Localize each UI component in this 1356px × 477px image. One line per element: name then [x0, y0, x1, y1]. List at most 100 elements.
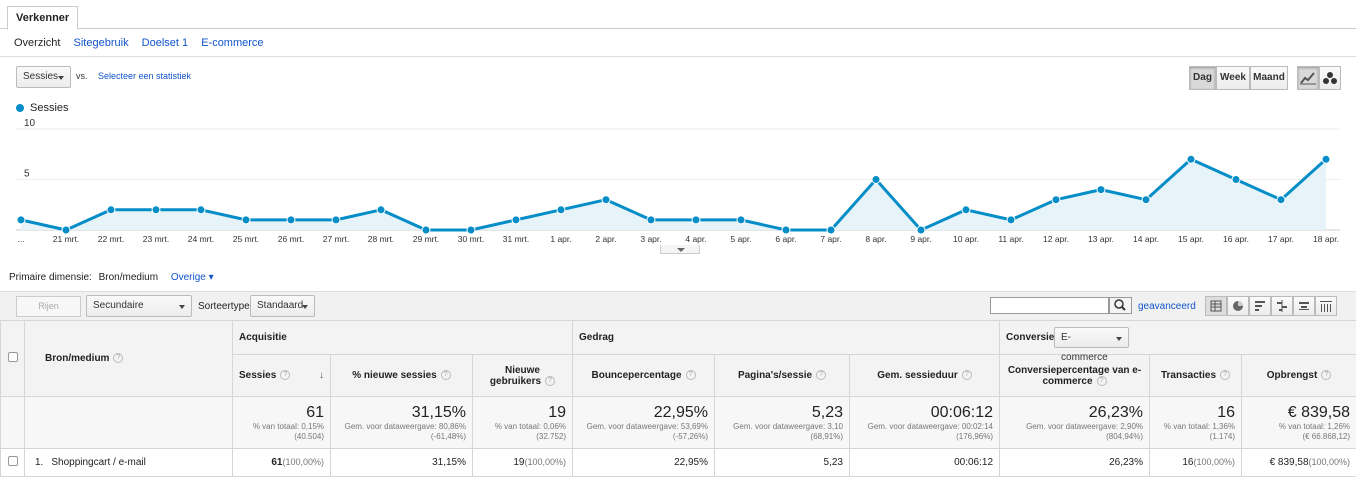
- motion-chart-icon[interactable]: [1319, 66, 1341, 90]
- x-tick-label: 9 apr.: [910, 234, 931, 244]
- help-icon[interactable]: ?: [816, 370, 826, 380]
- col-new-sessions[interactable]: % nieuwe sessies?: [331, 355, 473, 397]
- help-icon[interactable]: ?: [1097, 376, 1107, 386]
- help-icon[interactable]: ?: [441, 370, 451, 380]
- subtab-ecommerce[interactable]: E-commerce: [201, 37, 263, 49]
- data-point: [1187, 155, 1195, 163]
- col-transactions[interactable]: Transacties?: [1150, 355, 1242, 397]
- pivot-view-icon[interactable]: [1315, 296, 1337, 316]
- show-rows-button[interactable]: Rijen weergeven: [16, 296, 81, 317]
- row-value: 19: [513, 457, 524, 468]
- col-avg-duration[interactable]: Gem. sessieduur?: [850, 355, 1000, 397]
- x-tick-label: ...: [17, 234, 24, 244]
- term-cloud-view-icon[interactable]: [1293, 296, 1315, 316]
- period-day-button[interactable]: Dag: [1189, 66, 1216, 90]
- y-tick-label: 10: [24, 118, 36, 129]
- col-sessions[interactable]: Sessies?↓: [233, 355, 331, 397]
- total-base: (804,94%): [1006, 432, 1143, 442]
- help-icon[interactable]: ?: [1220, 370, 1230, 380]
- legend-dot: [16, 104, 24, 112]
- row-checkbox[interactable]: [8, 456, 18, 466]
- total-ratio: Gem. voor dataweergave: 80,86%: [337, 422, 466, 432]
- x-tick-label: 3 apr.: [640, 234, 661, 244]
- conversion-type-dropdown[interactable]: E-commerce: [1054, 327, 1129, 348]
- x-tick-label: 12 apr.: [1043, 234, 1069, 244]
- x-tick-label: 2 apr.: [595, 234, 616, 244]
- advanced-link[interactable]: geavanceerd: [1138, 301, 1196, 312]
- pie-view-icon[interactable]: [1227, 296, 1249, 316]
- data-point: [17, 216, 25, 224]
- table-search-input[interactable]: [990, 297, 1109, 314]
- col-revenue[interactable]: Opbrengst?: [1242, 355, 1356, 397]
- primary-dimension: Primaire dimensie: Bron/medium Overige ▾: [9, 272, 214, 283]
- period-month-button[interactable]: Maand: [1250, 66, 1288, 90]
- total-base: (€ 66.868,12): [1248, 432, 1350, 442]
- x-tick-label: 25 mrt.: [233, 234, 259, 244]
- subtab-overzicht[interactable]: Overzicht: [14, 37, 60, 49]
- divider: [0, 56, 1356, 57]
- conversions-group: Conversies E-commerce: [1000, 321, 1356, 355]
- help-icon[interactable]: ?: [545, 376, 555, 386]
- total-value: 19: [479, 404, 566, 422]
- select-metric-link[interactable]: Selecteer een statistiek: [98, 71, 191, 81]
- sort-down-icon: ↓: [319, 370, 324, 381]
- data-point: [1322, 155, 1330, 163]
- x-tick-label: 4 apr.: [685, 234, 706, 244]
- data-point: [377, 206, 385, 214]
- chart-collapse-handle[interactable]: [660, 245, 700, 254]
- secondary-dimension-dropdown[interactable]: Secundaire dimensie: [86, 295, 192, 317]
- line-chart-icon[interactable]: [1297, 66, 1319, 90]
- comparison-view-icon[interactable]: [1271, 296, 1293, 316]
- subtabs: Overzicht Sitegebruik Doelset 1 E-commer…: [14, 37, 274, 51]
- total-value: 00:06:12: [856, 404, 993, 422]
- x-tick-label: 11 apr.: [998, 234, 1023, 244]
- row-select: [1, 449, 25, 477]
- data-point: [467, 226, 475, 234]
- col-pages-session[interactable]: Pagina's/sessie?: [715, 355, 850, 397]
- total-cell: 19% van totaal: 0,06%(32.752): [473, 397, 573, 449]
- help-icon[interactable]: ?: [280, 370, 290, 380]
- performance-view-icon[interactable]: [1249, 296, 1271, 316]
- totals-row: 61% van totaal: 0,15%(40.504)31,15%Gem. …: [1, 397, 1356, 449]
- help-icon[interactable]: ?: [686, 370, 696, 380]
- x-tick-label: 16 apr.: [1223, 234, 1249, 244]
- row-percent: (100,00%): [282, 457, 324, 467]
- total-ratio: % van totaal: 0,15%: [239, 422, 324, 432]
- data-point: [152, 206, 160, 214]
- total-base: (32.752): [479, 432, 566, 442]
- col-new-users[interactable]: Nieuwe gebruikers?: [473, 355, 573, 397]
- period-week-button[interactable]: Week: [1216, 66, 1250, 90]
- data-point: [1052, 196, 1060, 204]
- primary-dimension-label: Primaire dimensie:: [9, 272, 92, 283]
- row-value: 26,23%: [1109, 457, 1143, 468]
- vs-label: vs.: [76, 71, 88, 81]
- col-bounce-rate[interactable]: Bouncepercentage?: [573, 355, 715, 397]
- search-icon[interactable]: [1109, 297, 1132, 314]
- subtab-sitegebruik[interactable]: Sitegebruik: [74, 37, 129, 49]
- row-cell: 5,23: [715, 449, 850, 477]
- tab-verkenner[interactable]: Verkenner: [7, 6, 78, 30]
- total-value: 26,23%: [1006, 404, 1143, 422]
- data-point: [1007, 216, 1015, 224]
- row-name-link[interactable]: Shoppingcart / e-mail: [51, 457, 146, 468]
- help-icon[interactable]: ?: [113, 353, 123, 363]
- table-view-icon[interactable]: [1205, 296, 1227, 316]
- sort-type-dropdown[interactable]: Standaard: [250, 295, 315, 317]
- data-point: [332, 216, 340, 224]
- select-all-checkbox[interactable]: [8, 352, 18, 362]
- subtab-doelset[interactable]: Doelset 1: [142, 37, 188, 49]
- total-cell: € 839,58% van totaal: 1,26%(€ 66.868,12): [1242, 397, 1356, 449]
- legend-label: Sessies: [30, 102, 69, 114]
- conversions-label: Conversies: [1006, 332, 1060, 343]
- sort-type-label: Sorteertype:: [198, 301, 252, 312]
- table-row[interactable]: 1.Shoppingcart / e-mail 61(100,00%)31,15…: [1, 449, 1356, 477]
- row-cell: 22,95%: [573, 449, 715, 477]
- help-icon[interactable]: ?: [1321, 370, 1331, 380]
- help-icon[interactable]: ?: [962, 370, 972, 380]
- x-tick-label: 29 mrt.: [413, 234, 439, 244]
- other-dimension-link[interactable]: Overige ▾: [171, 272, 214, 283]
- metric-dropdown[interactable]: Sessies: [16, 66, 71, 88]
- data-point: [827, 226, 835, 234]
- dim-header[interactable]: Bron/medium?: [25, 321, 233, 397]
